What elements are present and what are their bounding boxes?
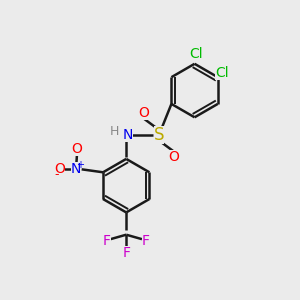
Text: F: F bbox=[142, 234, 149, 248]
Text: H: H bbox=[110, 125, 120, 138]
Text: S: S bbox=[154, 126, 164, 144]
Text: N: N bbox=[71, 162, 82, 176]
Text: +: + bbox=[76, 160, 84, 170]
Text: F: F bbox=[122, 246, 130, 260]
Text: Cl: Cl bbox=[189, 47, 203, 61]
Text: Cl: Cl bbox=[215, 66, 229, 80]
Text: -: - bbox=[55, 168, 59, 181]
Text: O: O bbox=[168, 150, 179, 164]
Text: O: O bbox=[139, 106, 149, 120]
Text: N: N bbox=[122, 128, 133, 142]
Text: O: O bbox=[71, 142, 82, 156]
Text: O: O bbox=[55, 162, 65, 176]
Text: F: F bbox=[103, 234, 111, 248]
